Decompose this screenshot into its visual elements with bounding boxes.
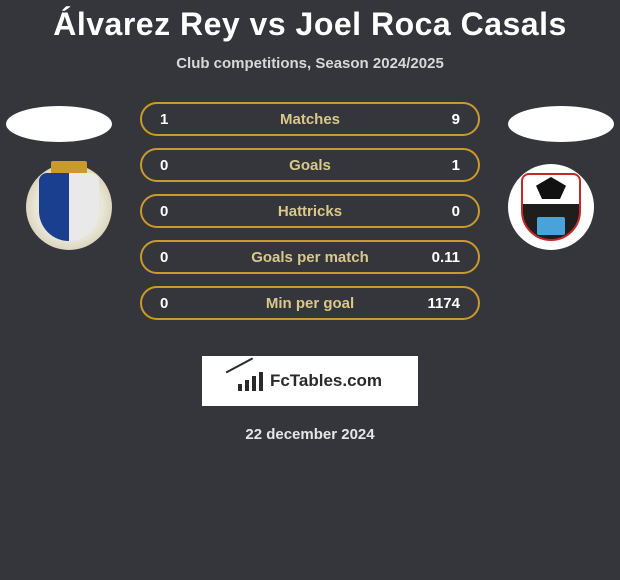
stat-left-value: 1 xyxy=(160,111,200,128)
stat-label: Matches xyxy=(200,111,420,128)
stat-label: Goals per match xyxy=(200,249,420,266)
stat-label: Min per goal xyxy=(200,295,420,312)
club-badge-left xyxy=(26,164,112,250)
stat-left-value: 0 xyxy=(160,249,200,266)
stat-row: 1 Matches 9 xyxy=(140,102,480,136)
stat-right-value: 9 xyxy=(420,111,460,128)
mirandes-shield-icon xyxy=(521,173,581,241)
barchart-icon xyxy=(238,371,264,391)
stat-right-value: 0 xyxy=(420,203,460,220)
deportivo-shield-icon xyxy=(39,173,99,241)
player-right-photo-placeholder xyxy=(508,106,614,142)
comparison-stage: 1 Matches 9 0 Goals 1 0 Hattricks 0 0 Go… xyxy=(0,102,620,352)
snapshot-date: 22 december 2024 xyxy=(0,426,620,443)
stat-row: 0 Goals per match 0.11 xyxy=(140,240,480,274)
player-left-photo-placeholder xyxy=(6,106,112,142)
stat-row: 0 Goals 1 xyxy=(140,148,480,182)
stat-right-value: 0.11 xyxy=(420,249,460,266)
stat-left-value: 0 xyxy=(160,157,200,174)
stat-rows: 1 Matches 9 0 Goals 1 0 Hattricks 0 0 Go… xyxy=(140,102,480,332)
crown-icon xyxy=(51,161,87,173)
subtitle: Club competitions, Season 2024/2025 xyxy=(0,55,620,72)
club-badge-right xyxy=(508,164,594,250)
castle-icon xyxy=(537,217,565,235)
stat-left-value: 0 xyxy=(160,203,200,220)
stat-row: 0 Hattricks 0 xyxy=(140,194,480,228)
stat-right-value: 1 xyxy=(420,157,460,174)
eagle-icon xyxy=(536,177,566,199)
stat-left-value: 0 xyxy=(160,295,200,312)
brand-watermark[interactable]: FcTables.com xyxy=(202,356,418,406)
stat-label: Hattricks xyxy=(200,203,420,220)
stat-row: 0 Min per goal 1174 xyxy=(140,286,480,320)
brand-label: FcTables.com xyxy=(270,371,382,391)
stat-right-value: 1174 xyxy=(420,295,460,312)
stat-label: Goals xyxy=(200,157,420,174)
page-title: Álvarez Rey vs Joel Roca Casals xyxy=(0,0,620,43)
